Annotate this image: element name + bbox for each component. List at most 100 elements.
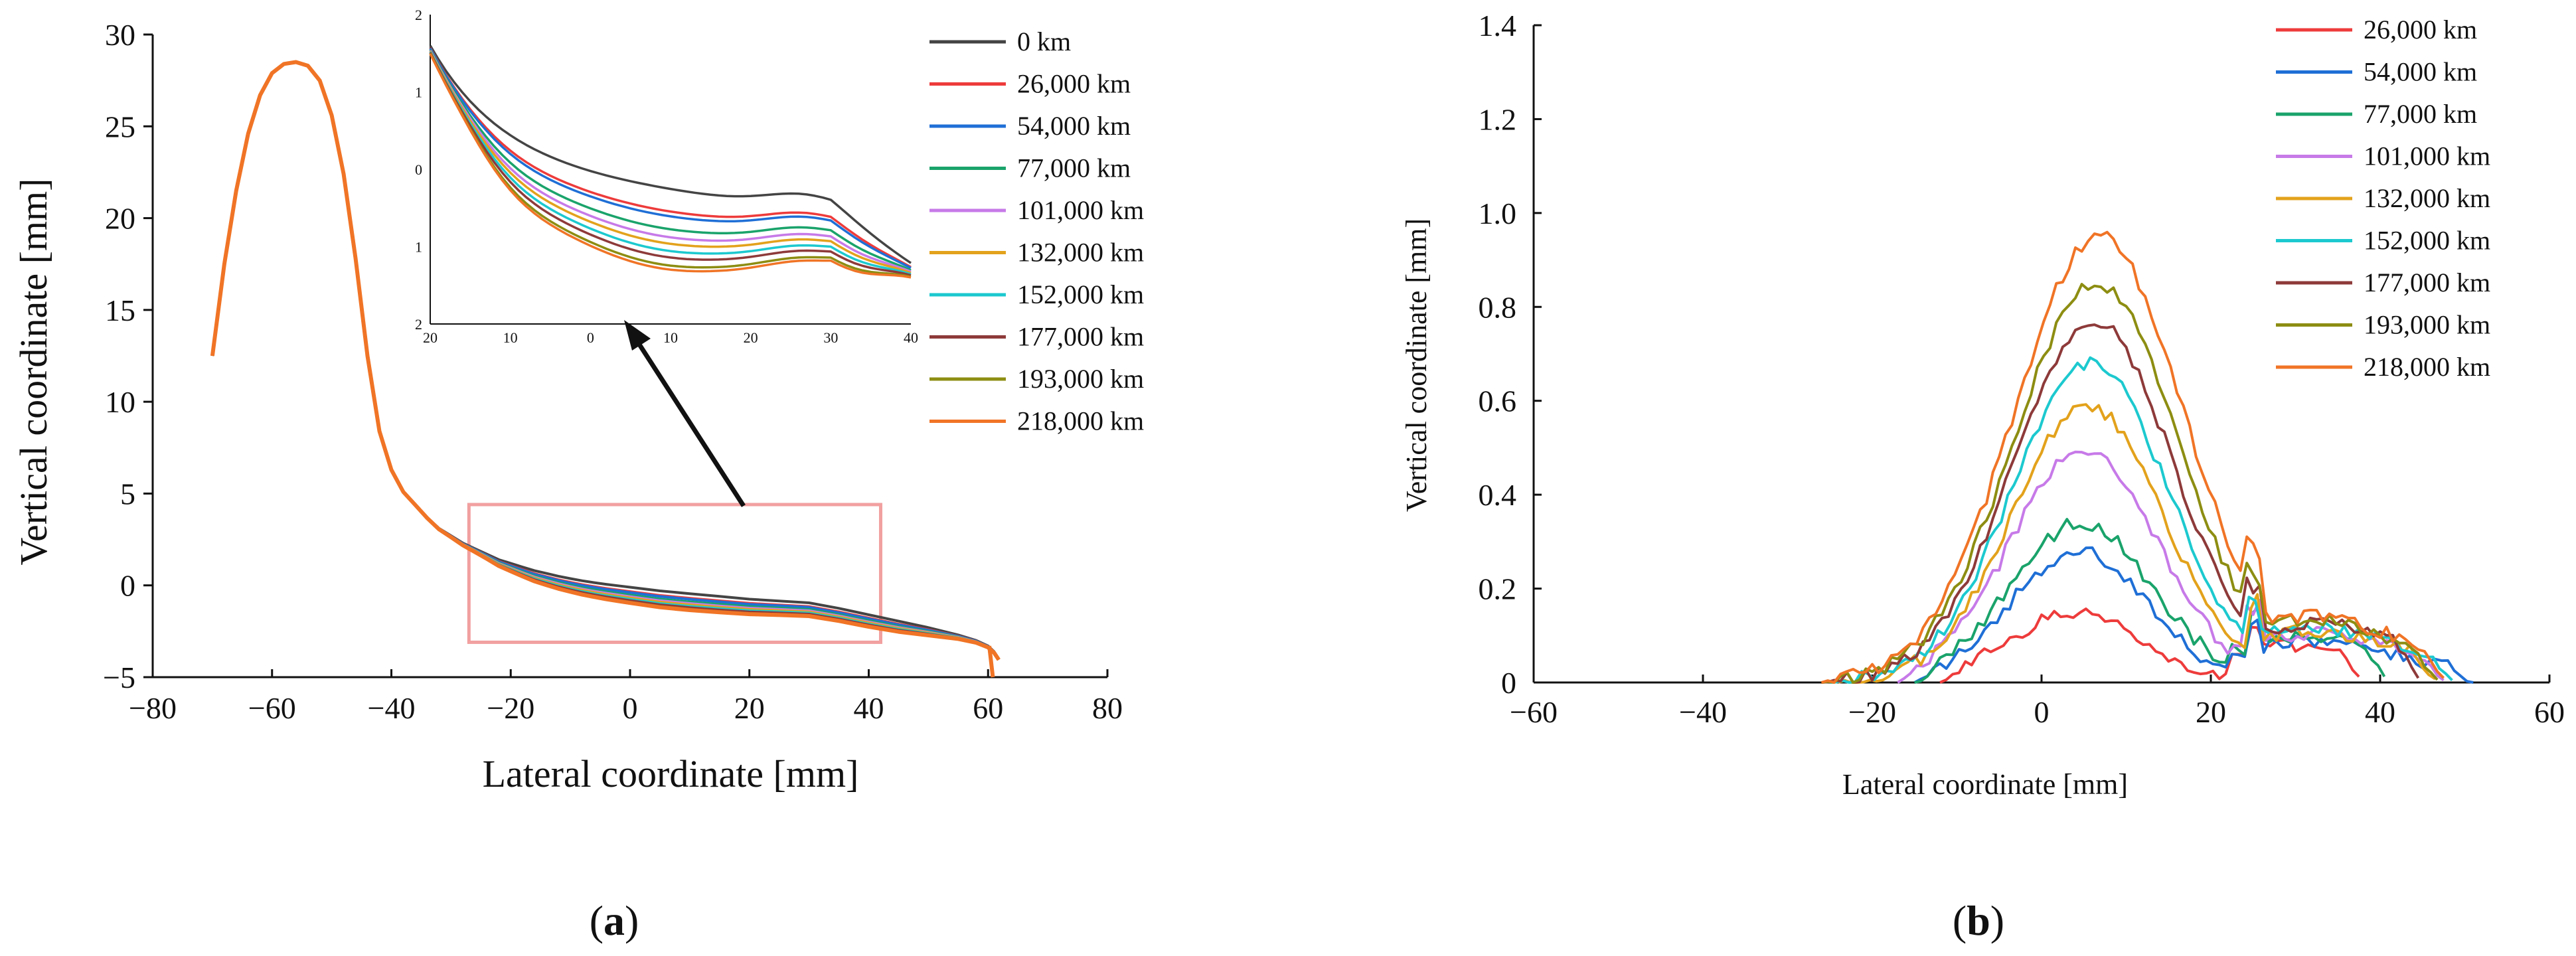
a-series-lines	[210, 60, 1001, 678]
b-series-line-193-000-km	[1821, 283, 2439, 684]
a-inset-x-tick-label: 30	[823, 329, 838, 346]
a-x-tick-label: −80	[129, 691, 177, 725]
a-inset-y-tick-label: 1	[415, 84, 422, 101]
a-legend-label-0-km: 0 km	[1017, 27, 1071, 56]
b-y-tick-label: 0.2	[1479, 572, 1517, 606]
a-inset-x-tick-label: 10	[503, 329, 518, 346]
b-series-line-152-000-km	[1830, 356, 2453, 684]
a-highlight-box	[467, 503, 882, 644]
b-x-tick-label: −60	[1510, 695, 1558, 729]
b-x-tick-label: −20	[1848, 695, 1896, 729]
a-inset-line-54-000-km	[429, 47, 912, 270]
b-y-tick-label: 1.4	[1479, 9, 1517, 42]
panel-label-a-close: )	[625, 897, 639, 944]
a-x-axis-label: Lateral coordinate [mm]	[483, 752, 859, 795]
b-legend-label-77-000-km: 77,000 km	[2364, 99, 2477, 129]
a-x-tick-label: 60	[973, 691, 1003, 725]
a-series-end-drop	[987, 645, 995, 678]
a-inset-y-tick-label: 0	[415, 161, 422, 178]
a-legend-label-77-000-km: 77,000 km	[1017, 153, 1131, 183]
panel-label-a-open: (	[590, 897, 604, 944]
a-inset-x-tick-label: 20	[744, 329, 758, 346]
a-legend-label-218-000-km: 218,000 km	[1017, 406, 1144, 436]
a-inset-x-tick-label: 20	[423, 329, 438, 346]
a-inset-line-0-km	[429, 44, 912, 264]
a-legend-label-26-000-km: 26,000 km	[1017, 69, 1131, 99]
a-inset-y-tick-label: 2	[415, 316, 422, 333]
b-y-axis-label: Vertical coordinate [mm]	[1400, 218, 1433, 512]
panel-label-a-letter: a	[604, 897, 625, 944]
b-x-tick-label: 0	[2034, 695, 2050, 729]
b-y-tick-label: 1.2	[1479, 102, 1517, 136]
b-legend-label-54-000-km: 54,000 km	[2364, 57, 2477, 87]
b-series-line-54-000-km	[1913, 546, 2474, 684]
b-x-tick-label: 20	[2196, 695, 2226, 729]
chart-panel-b: −60 −40 −20 0 20 40 60 0 0.2 0.4 0.6 0.8 1.0 1.2 1.4 2…	[1400, 9, 2565, 944]
a-inset-line-26-000-km	[429, 47, 912, 268]
a-x-tick-label: −20	[487, 691, 534, 725]
a-y-tick-label: 30	[105, 18, 135, 52]
b-series-line-218-000-km	[1820, 230, 2445, 684]
a-inset-x-tick-label: 0	[587, 329, 594, 346]
panel-label-b-letter: b	[1967, 897, 1990, 944]
b-series-lines	[1820, 230, 2474, 684]
a-y-axis-label: Vertical coordinate [mm]	[12, 179, 55, 566]
a-inset-line-152-000-km	[429, 51, 912, 276]
b-series-line-132-000-km	[1838, 403, 2436, 684]
a-x-tick-label: −60	[248, 691, 296, 725]
panel-label-b-open: (	[1953, 897, 1967, 944]
a-zoom-region-box	[467, 503, 882, 644]
a-legend-label-54-000-km: 54,000 km	[1017, 111, 1131, 141]
a-series-line-218-000-km	[210, 60, 1001, 661]
b-y-tick-label: 0	[1501, 666, 1516, 700]
b-axes	[1532, 24, 2551, 684]
b-y-tick-label: 0.4	[1479, 478, 1517, 512]
a-inset-y-tick-label: 2	[415, 7, 422, 23]
a-inset-x-tick-label: 10	[663, 329, 678, 346]
a-y-tick-label: 25	[105, 110, 135, 143]
a-x-tick-label: 20	[734, 691, 765, 725]
a-y-tick-label: 15	[105, 293, 135, 327]
a-inset-line-177-000-km	[429, 52, 912, 277]
a-inset-x-tick-label: 40	[904, 329, 918, 346]
panel-label-b: (b)	[1953, 897, 2004, 944]
b-legend: 26,000 km 54,000 km 77,000 km 101,000 km 132…	[2276, 15, 2490, 382]
a-legend-label-193-000-km: 193,000 km	[1017, 364, 1144, 394]
a-inset-line-77-000-km	[429, 48, 912, 272]
a-y-tick-label: 5	[120, 477, 135, 511]
a-axes	[143, 33, 1109, 678]
panel-label-b-close: )	[1990, 897, 2004, 944]
a-arrow-shaft	[633, 336, 746, 507]
a-inset-line-193-000-km	[429, 52, 912, 278]
a-y-tick-label: −5	[103, 661, 135, 694]
b-legend-label-26-000-km: 26,000 km	[2364, 15, 2477, 44]
b-x-tick-label: 60	[2534, 695, 2565, 729]
a-x-tick-label: 80	[1092, 691, 1123, 725]
b-y-tick-label: 0.6	[1479, 384, 1517, 418]
b-legend-label-177-000-km: 177,000 km	[2364, 268, 2490, 297]
b-legend-label-193-000-km: 193,000 km	[2364, 310, 2490, 340]
b-x-tick-label: 40	[2365, 695, 2395, 729]
b-legend-label-101-000-km: 101,000 km	[2364, 141, 2490, 171]
b-y-tick-label: 0.8	[1479, 290, 1517, 324]
b-x-axis-label: Lateral coordinate [mm]	[1842, 768, 2128, 801]
b-series-line-177-000-km	[1821, 323, 2420, 684]
a-zoom-arrow	[624, 320, 746, 507]
a-x-tick-label: −40	[368, 691, 416, 725]
b-y-tick-label: 1.0	[1479, 197, 1517, 230]
b-legend-label-152-000-km: 152,000 km	[2364, 226, 2490, 256]
b-legend-label-132-000-km: 132,000 km	[2364, 183, 2490, 213]
b-legend-label-218-000-km: 218,000 km	[2364, 352, 2490, 382]
a-arrow-head	[624, 320, 651, 351]
a-x-tick-label: 0	[623, 691, 638, 725]
b-x-tick-label: −40	[1679, 695, 1727, 729]
a-legend-label-152-000-km: 152,000 km	[1017, 279, 1144, 309]
a-legend-label-177-000-km: 177,000 km	[1017, 322, 1144, 352]
a-y-tick-label: 0	[120, 569, 135, 603]
b-tick-labels: −60 −40 −20 0 20 40 60 0 0.2 0.4 0.6 0.8 1.0 1.2 1.4	[1479, 9, 2565, 729]
a-inset-line-101-000-km	[429, 50, 912, 273]
a-y-tick-label: 20	[105, 202, 135, 236]
